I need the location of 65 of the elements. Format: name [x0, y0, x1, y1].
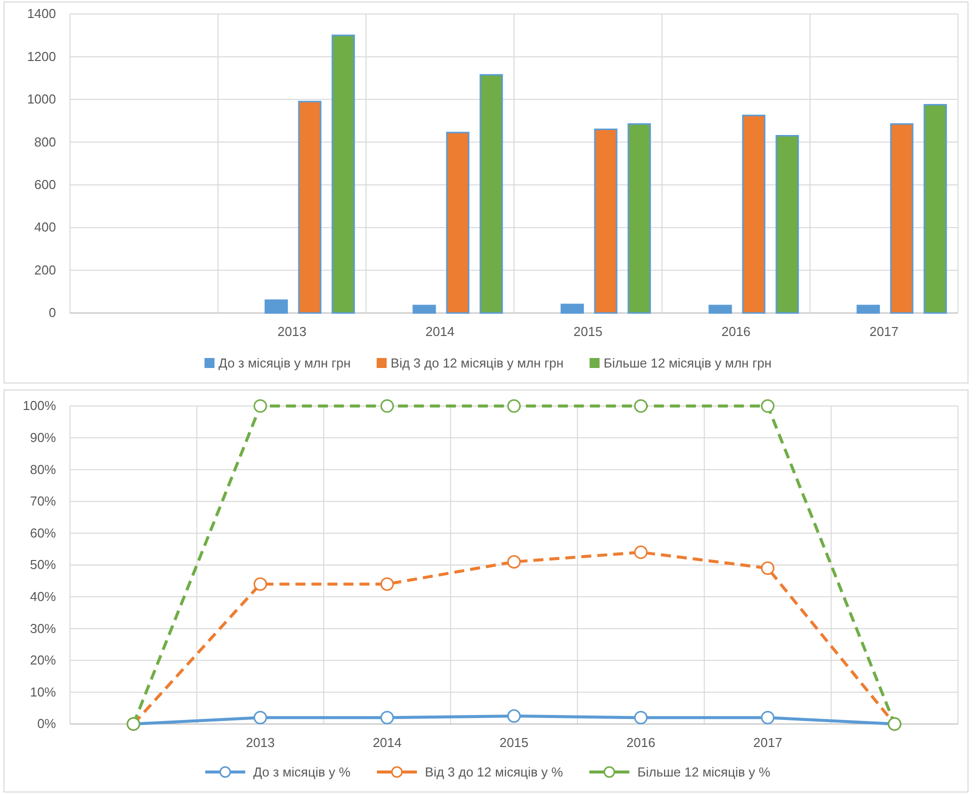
y-tick-label: 70%: [30, 494, 56, 509]
point: [507, 399, 521, 413]
bar: [924, 104, 947, 314]
bar: [332, 34, 355, 314]
y-tick-label: 40%: [30, 588, 56, 604]
bar: [480, 74, 503, 314]
legend-label: Більше 12 місяців у %: [637, 764, 771, 780]
point: [254, 710, 268, 724]
x-tick-label: 2017: [870, 324, 898, 340]
point: [254, 399, 268, 413]
point: [380, 577, 394, 591]
point: [760, 561, 774, 575]
y-tick-label: 30%: [30, 620, 56, 636]
y-tick-label: 100%: [22, 398, 56, 414]
legend-label: Більше 12 місяців у млн грн: [604, 356, 772, 371]
y-tick-label: 20%: [30, 652, 56, 668]
bar: [446, 132, 470, 314]
point: [380, 399, 394, 413]
y-tick-label: 1400: [27, 6, 56, 22]
y-tick-label: 60%: [30, 525, 56, 540]
x-tick-label: 2014: [372, 735, 402, 750]
point: [760, 399, 774, 413]
y-tick-label: 200: [34, 262, 56, 278]
bar: [742, 114, 766, 314]
point: [634, 710, 648, 724]
point: [760, 710, 774, 724]
bar: [856, 304, 880, 314]
y-tick-label: 1200: [27, 48, 56, 64]
bar: [412, 304, 436, 314]
y-tick-label: 0%: [37, 716, 56, 732]
y-tick-label: 10%: [30, 684, 56, 700]
y-tick-label: 800: [34, 134, 56, 150]
x-tick-label: 2016: [722, 324, 750, 340]
bar: [594, 128, 618, 314]
y-tick-label: 0: [48, 305, 56, 320]
point: [634, 399, 648, 413]
y-tick-label: 50%: [30, 557, 56, 572]
bar: [560, 304, 584, 314]
legend-label: Від 3 до 12 місяців у %: [424, 764, 564, 780]
legend-label: До з місяців у %: [253, 764, 351, 780]
y-tick-label: 80%: [30, 462, 56, 477]
point: [507, 555, 521, 569]
bar: [264, 299, 288, 314]
x-tick-label: 2013: [278, 324, 306, 340]
point: [380, 710, 394, 724]
x-tick-label: 2017: [753, 735, 782, 750]
point: [507, 709, 521, 723]
point: [634, 546, 648, 560]
bar: [890, 123, 914, 314]
x-tick-label: 2015: [500, 735, 528, 750]
y-tick-label: 600: [34, 177, 56, 192]
bar: [628, 123, 651, 314]
y-tick-label: 400: [34, 220, 56, 235]
x-tick-label: 2014: [426, 324, 454, 340]
x-tick-label: 2015: [574, 324, 602, 340]
legend-label: До з місяців у млн грн: [218, 356, 351, 371]
x-tick-label: 2013: [246, 735, 275, 750]
y-tick-label: 1000: [27, 92, 56, 107]
bar: [708, 304, 732, 314]
legend-label: Від 3 до 12 місяців у млн грн: [390, 356, 564, 371]
bar: [298, 100, 322, 314]
y-tick-label: 90%: [30, 430, 56, 445]
point: [254, 577, 268, 591]
x-tick-label: 2016: [626, 735, 656, 750]
bar: [776, 134, 799, 314]
